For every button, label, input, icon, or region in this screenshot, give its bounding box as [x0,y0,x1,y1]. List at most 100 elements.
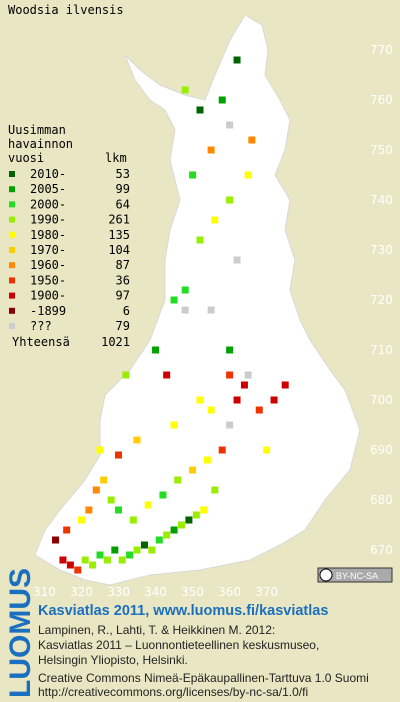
legend-count: 135 [108,228,130,242]
legend-count: 99 [116,182,130,196]
observation-cell [211,216,219,224]
observation-cell [155,536,163,544]
observation-cell [118,556,126,564]
legend-period-header: vuosi [8,151,44,165]
y-tick-label: 670 [370,543,393,557]
observation-cell [163,531,171,539]
observation-cell [200,506,208,514]
observation-cell [140,541,148,549]
observation-cell [170,421,178,429]
legend-count: 87 [116,258,130,272]
legend-swatch [9,171,15,177]
observation-cell [233,396,241,404]
legend-label: 2005- [30,182,66,196]
citation: Lampinen, R., Lahti, T. & Heikkinen M. 2… [38,623,275,637]
observation-cell [218,96,226,104]
observation-cell [226,196,234,204]
observation-cell [133,546,141,554]
legend-label: -1899 [30,304,66,318]
observation-cell [103,556,111,564]
observation-cell [89,561,97,569]
observation-cell [281,381,289,389]
observation-cell [96,446,104,454]
legend-swatch [9,247,15,253]
legend-swatch [9,262,15,269]
observation-cell [74,566,82,574]
legend-swatch [9,201,15,208]
finland-outline [34,14,361,586]
observation-cell [96,551,104,559]
observation-cell [226,371,234,379]
observation-cell [170,526,178,534]
legend-label: 1900- [30,289,66,303]
legend-count: 6 [123,304,130,318]
observation-cell [226,121,234,129]
observation-cell [133,436,141,444]
observation-cell [203,456,211,464]
legend-swatch [9,307,15,314]
y-tick-label: 680 [370,493,393,507]
title: Woodsia ilvensis [8,3,124,17]
observation-cell [144,501,152,509]
y-tick-label: 740 [370,193,393,207]
legend-count: 104 [108,243,130,257]
legend-label: 1990- [30,213,66,227]
observation-cell [170,296,178,304]
observation-cell [107,496,115,504]
legend-heading: havainnon [8,137,73,151]
observation-cell [174,476,182,484]
y-tick-label: 760 [370,93,393,107]
observation-cell [111,546,119,554]
observation-cell [189,171,197,179]
legend-label: 2000- [30,197,66,211]
observation-cell [192,511,200,519]
observation-cell [81,556,89,564]
observation-cell [100,476,108,484]
observation-cell [63,526,71,534]
observation-cell [126,551,134,559]
legend-label: 1970- [30,243,66,257]
observation-cell [181,286,189,294]
observation-cell [181,86,189,94]
observation-cell [115,506,123,514]
observation-cell [148,546,156,554]
y-tick-label: 730 [370,243,393,257]
x-tick-label: 360 [218,585,241,599]
legend-total-label: Yhteensä [12,335,70,349]
observation-cell [255,406,263,414]
legend-label: ??? [30,319,52,333]
x-tick-label: 330 [107,585,130,599]
x-tick-label: 320 [70,585,93,599]
observation-cell [207,306,215,314]
observation-cell [218,446,226,454]
observation-cell [177,521,185,529]
observation-cell [163,371,171,379]
legend-total: 1021 [101,335,130,349]
x-tick-label: 340 [144,585,167,599]
observation-cell [226,421,234,429]
legend-count: 97 [116,289,130,303]
y-tick-label: 770 [370,43,393,57]
observation-cell [196,106,204,114]
observation-cell [196,236,204,244]
x-tick-label: 350 [181,585,204,599]
headline: Kasviatlas 2011, www.luomus.fi/kasviatla… [38,603,328,619]
legend-label: 1980- [30,228,66,242]
legend-label: 1950- [30,273,66,287]
observation-cell [122,371,130,379]
legend-count: 53 [116,167,130,181]
observation-cell [77,516,85,524]
citation: Helsingin Yliopisto, Helsinki. [38,653,188,667]
legend-count-header: lkm [105,151,127,165]
legend-label: 2010- [30,167,66,181]
y-tick-label: 710 [370,343,393,357]
observation-cell [248,136,256,144]
observation-cell [207,406,215,414]
observation-cell [159,491,167,499]
legend-count: 64 [116,197,130,211]
observation-cell [270,396,278,404]
observation-cell [196,396,204,404]
legend-swatch [9,186,15,193]
cc-badge [317,567,393,583]
legend-count: 36 [116,273,130,287]
